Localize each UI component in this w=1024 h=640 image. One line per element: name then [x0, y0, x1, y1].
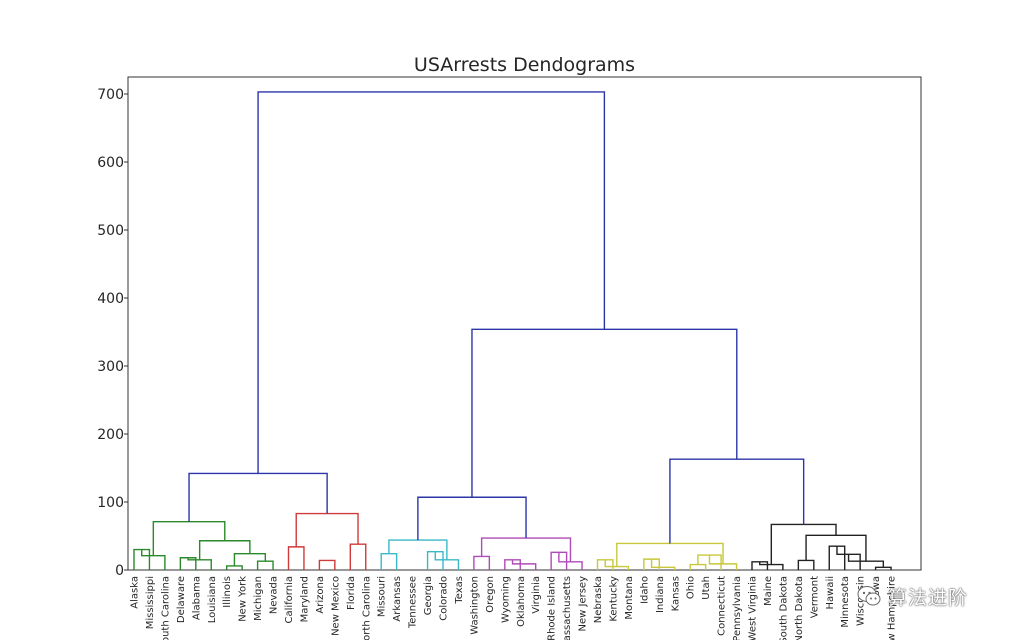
leaf-label: Wisconsin — [856, 576, 867, 626]
y-tick-label: 100 — [97, 495, 124, 511]
leaf-label: Alabama — [191, 576, 202, 620]
dendrogram-link — [650, 559, 676, 570]
y-tick-label: 500 — [97, 223, 124, 239]
leaf-label: North Carolina — [361, 576, 372, 640]
leaf-label: North Dakota — [794, 576, 805, 640]
leaf-label: Illinois — [222, 576, 233, 608]
leaf-label: Kentucky — [608, 576, 619, 622]
leaf-label: Washington — [469, 576, 480, 635]
y-tick-label: 700 — [97, 87, 124, 103]
leaf-label: Ohio — [686, 576, 697, 599]
leaf-label: Minnesota — [840, 576, 851, 628]
leaf-label: West Virginia — [748, 576, 759, 640]
y-tick-label: 300 — [97, 359, 124, 375]
leaf-label: Mississippi — [145, 576, 156, 629]
leaf-label: Colorado — [439, 576, 450, 621]
leaf-label: Montana — [624, 576, 635, 620]
leaf-label: Indiana — [655, 576, 666, 613]
leaf-label: New Mexico — [330, 576, 341, 636]
y-tick-label: 400 — [97, 291, 124, 307]
y-tick-label: 200 — [97, 427, 124, 443]
leaf-label: Rhode Island — [547, 576, 558, 640]
leaf-label: Idaho — [639, 576, 650, 604]
leaf-label: Tennessee — [408, 576, 419, 629]
leaf-label: Wyoming — [500, 576, 511, 623]
leaf-label: Nebraska — [593, 576, 604, 623]
leaf-label: Kansas — [670, 576, 681, 611]
leaf-label: California — [284, 576, 295, 624]
leaf-label: Missouri — [377, 576, 388, 617]
dendrogram-links — [133, 91, 892, 570]
dendrogram-link — [511, 559, 537, 570]
leaf-label: Utah — [701, 576, 712, 600]
leaf-label: Texas — [454, 576, 465, 605]
leaf-label: Alaska — [130, 576, 141, 609]
leaf-label: Florida — [346, 576, 357, 610]
leaf-label: South Dakota — [778, 576, 789, 640]
leaf-label: Massachusetts — [562, 576, 573, 640]
leaf-label: Virginia — [531, 576, 542, 614]
dendrogram-link — [257, 91, 606, 474]
leaf-label: Vermont — [809, 576, 820, 618]
x-axis-leaf-labels: Alaska Mississippi South Carolina Delaware A… — [130, 576, 898, 640]
leaf-label: Arizona — [315, 576, 326, 614]
plot-area — [127, 76, 922, 571]
leaf-label: Hawaii — [825, 576, 836, 610]
leaf-label: Maine — [763, 576, 774, 606]
leaf-label: Delaware — [176, 576, 187, 623]
watermark-text: 算法进阶 — [888, 586, 969, 609]
wechat-logo-icon — [857, 586, 881, 606]
leaf-label: Maryland — [299, 576, 310, 622]
leaf-label: Nevada — [269, 576, 280, 614]
y-tick-label: 0 — [115, 563, 124, 579]
leaf-label: Michigan — [253, 576, 264, 621]
leaf-label: New Jersey — [578, 576, 589, 632]
y-axis: 0 100 200 300 400 500 600 700 — [97, 87, 128, 579]
leaf-label: Pennsylvania — [732, 576, 743, 640]
y-tick-label: 600 — [97, 155, 124, 171]
watermark: 算法进阶 — [856, 576, 1016, 616]
leaf-label: Georgia — [423, 576, 434, 615]
leaf-label: South Carolina — [160, 576, 171, 640]
leaf-label: New Hampshire — [887, 576, 898, 640]
leaf-label: Arkansas — [392, 576, 403, 622]
leaf-label: Oregon — [485, 576, 496, 613]
leaf-label: Oklahoma — [516, 576, 527, 627]
chart-title: USArrests Dendograms — [414, 54, 635, 76]
dendrogram-link — [318, 559, 336, 570]
leaf-label: New York — [238, 576, 249, 622]
leaf-label: Iowa — [871, 576, 882, 599]
leaf-label: Connecticut — [717, 576, 728, 636]
leaf-label: Louisiana — [207, 576, 218, 623]
